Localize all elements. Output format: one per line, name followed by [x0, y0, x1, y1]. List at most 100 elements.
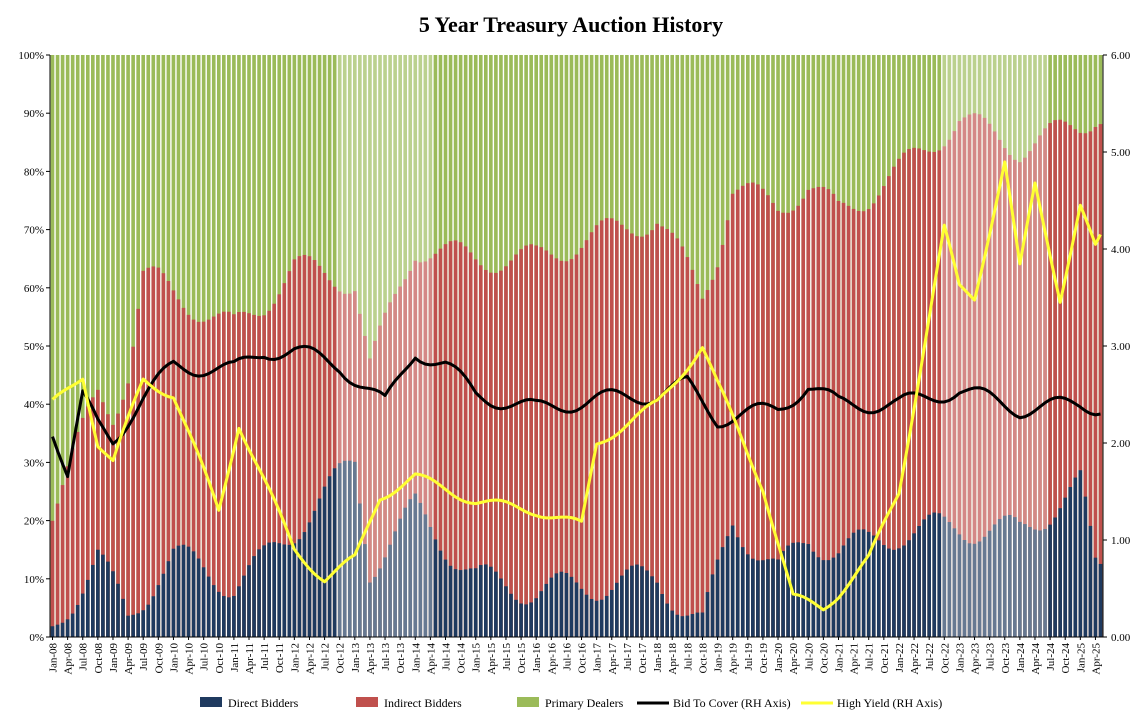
legend-label-primary-dealers: Primary Dealers [545, 696, 624, 710]
bar-indirect-bidders [237, 312, 241, 637]
bar-indirect-bidders [992, 131, 997, 637]
bar-indirect-bidders [1043, 128, 1047, 637]
bar-indirect-bidders [232, 314, 236, 637]
high-yield-line [51, 160, 1102, 612]
bar-indirect-bidders [1028, 151, 1032, 638]
bar-indirect-bidders [453, 240, 458, 637]
bar-direct-bidders [91, 564, 95, 637]
bar-indirect-bidders [766, 195, 770, 638]
x-tick-label: Jan-21 [833, 643, 845, 672]
bar-direct-bidders [942, 516, 947, 637]
x-tick-label: Apr-17 [607, 643, 619, 675]
bar-direct-bidders [655, 582, 659, 637]
bar-indirect-bidders [876, 195, 881, 637]
bar-direct-bidders [106, 561, 110, 637]
bar-indirect-bidders [670, 232, 675, 637]
bar-indirect-bidders [680, 246, 685, 637]
x-tick-label: Jul-23 [985, 643, 997, 671]
bar-direct-bidders [1073, 477, 1078, 637]
x-tick-label: Oct-15 [516, 643, 528, 674]
bar-direct-bidders [448, 565, 453, 637]
bar-indirect-bidders [1018, 162, 1022, 637]
bar-indirect-bidders [841, 202, 846, 637]
bar-primary-dealers [70, 55, 75, 637]
x-tick-label: Jan-08 [48, 643, 60, 673]
bar-indirect-bidders [327, 280, 332, 637]
bar-direct-bidders [347, 460, 352, 637]
bar-direct-bidders [121, 598, 125, 637]
bar-direct-bidders [700, 612, 705, 637]
bar-indirect-bidders [594, 225, 599, 637]
bar-indirect-bidders [433, 253, 438, 637]
bar-direct-bidders [836, 553, 841, 637]
x-tick-label: Apr-22 [909, 643, 921, 675]
bar-indirect-bidders [846, 205, 851, 637]
x-tick-label: Oct-19 [758, 643, 770, 674]
bar-indirect-bidders [1078, 132, 1083, 638]
bar-direct-bidders [373, 576, 377, 637]
bar-direct-bidders [131, 614, 135, 637]
bar-indirect-bidders [559, 260, 564, 637]
bar-indirect-bidders [942, 146, 947, 637]
bar-indirect-bidders [625, 229, 629, 637]
bar-indirect-bidders [242, 311, 246, 637]
bar-indirect-bidders [514, 254, 518, 637]
bar-direct-bidders [720, 547, 725, 637]
bar-direct-bidders [1083, 496, 1088, 637]
bar-direct-bidders [483, 564, 488, 637]
bar-direct-bidders [227, 597, 231, 637]
bar-indirect-bidders [252, 314, 256, 637]
bar-indirect-bidders [751, 182, 755, 638]
bar-direct-bidders [1093, 557, 1098, 637]
bar-direct-bidders [851, 532, 856, 637]
bar-direct-bidders [831, 557, 836, 637]
bar-direct-bidders [1038, 530, 1042, 637]
legend-label-high-yield: High Yield (RH Axis) [837, 696, 942, 710]
x-tick-label: Jul-21 [864, 643, 876, 671]
x-tick-label: Oct-09 [153, 643, 165, 674]
bar-indirect-bidders [1083, 133, 1088, 637]
x-tick-label: Apr-10 [184, 643, 196, 675]
bar-primary-dealers [80, 55, 85, 637]
left-tick-label: 20% [24, 516, 44, 528]
bar-indirect-bidders [932, 151, 937, 638]
x-tick-label: Apr-19 [728, 643, 740, 675]
bar-indirect-bidders [579, 247, 584, 637]
left-tick-label: 30% [24, 457, 44, 469]
bar-indirect-bidders [982, 117, 987, 638]
bar-direct-bidders [544, 583, 549, 637]
bar-direct-bidders [589, 598, 594, 637]
bar-indirect-bidders [635, 236, 639, 638]
bar-direct-bidders [489, 566, 493, 637]
x-tick-label: Jan-10 [168, 643, 180, 673]
bar-indirect-bidders [776, 210, 780, 638]
bar-indirect-bidders [322, 272, 327, 637]
line-layer [51, 160, 1102, 612]
bar-direct-bidders [574, 582, 579, 637]
bar-direct-bidders [504, 586, 508, 637]
bar-direct-bidders [892, 549, 896, 637]
bar-direct-bidders [846, 538, 851, 637]
bar-indirect-bidders [312, 260, 317, 637]
bar-indirect-bidders [126, 383, 130, 637]
bar-indirect-bidders [363, 335, 367, 637]
bar-direct-bidders [499, 578, 503, 637]
bar-indirect-bidders [378, 325, 382, 637]
bar-indirect-bidders [196, 321, 201, 637]
bar-direct-bidders [907, 540, 911, 637]
x-tick-label: Apr-11 [244, 643, 256, 674]
bar-indirect-bidders [866, 209, 871, 637]
bar-direct-bidders [977, 541, 982, 637]
bar-direct-bidders [524, 604, 528, 637]
x-tick-label: Jul-11 [259, 643, 271, 670]
bar-direct-bidders [761, 560, 765, 637]
bar-direct-bidders [307, 522, 312, 637]
bar-direct-bidders [569, 576, 574, 637]
bar-direct-bidders [1053, 517, 1057, 637]
bar-indirect-bidders [211, 316, 216, 637]
bar-primary-dealers [106, 55, 110, 637]
bar-direct-bidders [418, 502, 423, 637]
left-tick-label: 0% [29, 632, 44, 644]
bar-direct-bidders [932, 512, 937, 637]
